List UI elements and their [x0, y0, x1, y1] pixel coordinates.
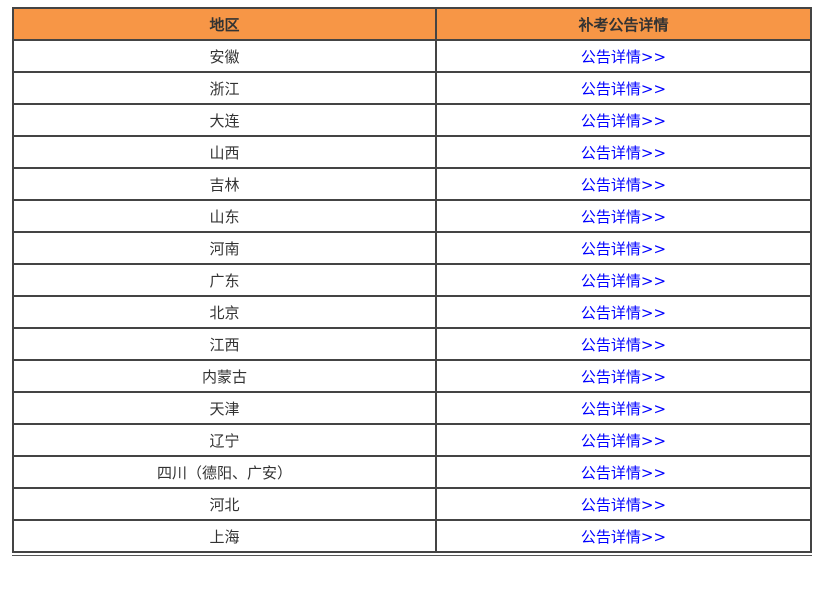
notice-details-link[interactable]: 公告详情>> — [580, 495, 667, 514]
notice-details-link[interactable]: 公告详情>> — [580, 463, 667, 482]
notice-details-link[interactable]: 公告详情>> — [580, 527, 667, 546]
details-cell: 公告详情>> — [435, 71, 812, 105]
details-cell: 公告详情>> — [435, 391, 812, 425]
table-row: 大连 公告详情>> — [12, 103, 812, 137]
details-cell: 公告详情>> — [435, 295, 812, 329]
region-cell: 河南 — [12, 231, 437, 265]
notice-details-link[interactable]: 公告详情>> — [580, 79, 667, 98]
notice-details-link[interactable]: 公告详情>> — [580, 335, 667, 354]
details-cell: 公告详情>> — [435, 423, 812, 457]
notice-details-link[interactable]: 公告详情>> — [580, 207, 667, 226]
details-cell: 公告详情>> — [435, 103, 812, 137]
table-row: 浙江 公告详情>> — [12, 71, 812, 105]
details-cell: 公告详情>> — [435, 135, 812, 169]
region-cell: 大连 — [12, 103, 437, 137]
table-row: 上海 公告详情>> — [12, 519, 812, 553]
notice-details-link[interactable]: 公告详情>> — [580, 47, 667, 66]
table-row: 辽宁 公告详情>> — [12, 423, 812, 457]
table-row: 江西 公告详情>> — [12, 327, 812, 361]
notice-details-link[interactable]: 公告详情>> — [580, 239, 667, 258]
table-row: 北京 公告详情>> — [12, 295, 812, 329]
details-cell: 公告详情>> — [435, 359, 812, 393]
region-cell: 辽宁 — [12, 423, 437, 457]
notice-details-link[interactable]: 公告详情>> — [580, 431, 667, 450]
region-cell: 河北 — [12, 487, 437, 521]
region-cell: 吉林 — [12, 167, 437, 201]
region-cell: 山西 — [12, 135, 437, 169]
notice-details-link[interactable]: 公告详情>> — [580, 367, 667, 386]
notice-details-link[interactable]: 公告详情>> — [580, 111, 667, 130]
region-cell: 北京 — [12, 295, 437, 329]
notice-details-link[interactable]: 公告详情>> — [580, 175, 667, 194]
region-cell: 江西 — [12, 327, 437, 361]
table-row: 山西 公告详情>> — [12, 135, 812, 169]
header-details: 补考公告详情 — [435, 7, 812, 41]
region-cell: 四川（德阳、广安） — [12, 455, 437, 489]
header-region: 地区 — [12, 7, 437, 41]
details-cell: 公告详情>> — [435, 327, 812, 361]
exam-notice-table-wrapper: 地区 补考公告详情 安徽 公告详情>> 浙江 公告详情>> 大连 公告详情>> 山西 公告详情… — [12, 7, 812, 556]
details-cell: 公告详情>> — [435, 231, 812, 265]
region-cell: 浙江 — [12, 71, 437, 105]
table-row: 安徽 公告详情>> — [12, 39, 812, 73]
region-cell: 内蒙古 — [12, 359, 437, 393]
details-cell: 公告详情>> — [435, 455, 812, 489]
details-cell: 公告详情>> — [435, 263, 812, 297]
notice-details-link[interactable]: 公告详情>> — [580, 303, 667, 322]
table-row: 河北 公告详情>> — [12, 487, 812, 521]
table-row: 河南 公告详情>> — [12, 231, 812, 265]
region-cell: 山东 — [12, 199, 437, 233]
details-cell: 公告详情>> — [435, 487, 812, 521]
table-row: 四川（德阳、广安） 公告详情>> — [12, 455, 812, 489]
region-cell: 广东 — [12, 263, 437, 297]
details-cell: 公告详情>> — [435, 519, 812, 553]
region-cell: 安徽 — [12, 39, 437, 73]
table-row: 广东 公告详情>> — [12, 263, 812, 297]
region-cell: 天津 — [12, 391, 437, 425]
details-cell: 公告详情>> — [435, 167, 812, 201]
notice-details-link[interactable]: 公告详情>> — [580, 143, 667, 162]
table-header-row: 地区 补考公告详情 — [12, 7, 812, 41]
exam-notice-table: 地区 补考公告详情 安徽 公告详情>> 浙江 公告详情>> 大连 公告详情>> 山西 公告详情… — [12, 7, 812, 553]
region-cell: 上海 — [12, 519, 437, 553]
table-row: 天津 公告详情>> — [12, 391, 812, 425]
notice-details-link[interactable]: 公告详情>> — [580, 271, 667, 290]
table-row: 内蒙古 公告详情>> — [12, 359, 812, 393]
details-cell: 公告详情>> — [435, 199, 812, 233]
table-row: 山东 公告详情>> — [12, 199, 812, 233]
details-cell: 公告详情>> — [435, 39, 812, 73]
notice-details-link[interactable]: 公告详情>> — [580, 399, 667, 418]
table-row: 吉林 公告详情>> — [12, 167, 812, 201]
